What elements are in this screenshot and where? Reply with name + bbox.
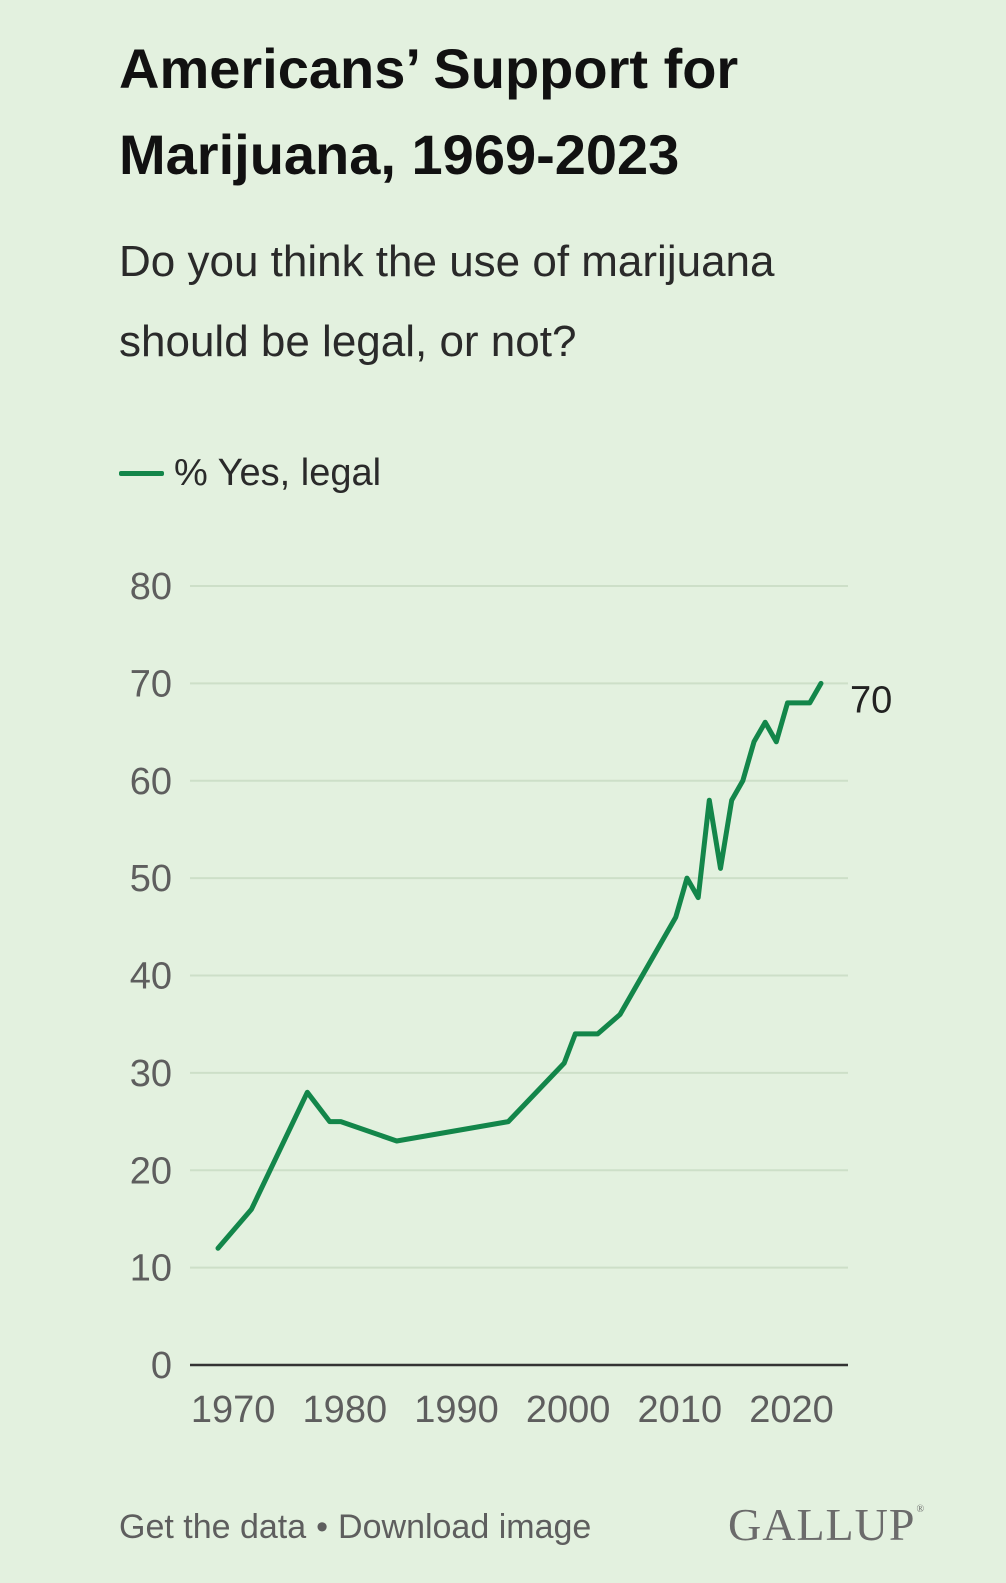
chart-subtitle: Do you think the use of marijuana should… — [119, 222, 879, 382]
x-tick-label-1970: 1970 — [191, 1389, 276, 1431]
y-tick-label-10: 10 — [130, 1248, 172, 1290]
x-tick-label-2010: 2010 — [638, 1389, 723, 1431]
y-tick-label-60: 60 — [130, 761, 172, 803]
x-tick-label-2020: 2020 — [749, 1389, 834, 1431]
data-point — [684, 875, 690, 881]
data-point — [394, 1138, 400, 1144]
data-point — [327, 1119, 333, 1125]
y-tick-label-80: 80 — [130, 566, 172, 608]
legend-label: % Yes, legal — [174, 451, 382, 494]
data-point — [773, 739, 779, 745]
gallup-logo: GALLUP® — [728, 1498, 925, 1551]
data-point — [662, 934, 668, 940]
get-data-link[interactable]: Get the data — [119, 1508, 307, 1546]
chart-legend: % Yes, legal — [119, 448, 381, 498]
y-tick-label-70: 70 — [130, 663, 172, 705]
x-tick-label-1990: 1990 — [414, 1389, 499, 1431]
data-point — [617, 1011, 623, 1017]
data-point — [304, 1089, 310, 1095]
data-point — [718, 865, 724, 871]
data-point — [673, 914, 679, 920]
data-point — [215, 1245, 221, 1251]
footer-links: Get the data • Download image — [119, 1508, 591, 1547]
chart-title-line-1: Americans’ Support for — [119, 37, 739, 100]
y-tick-label-30: 30 — [130, 1053, 172, 1095]
y-tick-label-20: 20 — [130, 1150, 172, 1192]
data-labels: 70 — [850, 679, 892, 721]
data-point — [595, 1031, 601, 1037]
data-point — [796, 700, 802, 706]
data-point — [505, 1119, 511, 1125]
data-point — [807, 700, 813, 706]
y-axis-ticks: 0 10 20 30 40 50 60 70 80 — [130, 566, 172, 1387]
registered-mark: ® — [916, 1504, 926, 1515]
y-tick-label-50: 50 — [130, 858, 172, 900]
data-point — [818, 680, 824, 686]
data-point — [695, 895, 701, 901]
legend-swatch — [119, 470, 164, 476]
data-point — [740, 778, 746, 784]
data-point — [249, 1206, 255, 1212]
data-point — [706, 797, 712, 803]
download-image-link[interactable]: Download image — [338, 1508, 592, 1546]
x-tick-label-2000: 2000 — [526, 1389, 611, 1431]
chart-subtitle-line-1: Do you think the use of marijuana — [119, 237, 775, 286]
data-point — [751, 739, 757, 745]
data-point — [572, 1031, 578, 1037]
chart-title-line-2: Marijuana, 1969-2023 — [119, 123, 680, 186]
chart-title: Americans’ Support for Marijuana, 1969-2… — [119, 26, 919, 198]
y-tick-label-0: 0 — [151, 1345, 172, 1387]
data-point — [338, 1119, 344, 1125]
chart-subtitle-line-2: should be legal, or not? — [119, 317, 577, 366]
footer-separator: • — [316, 1508, 329, 1546]
x-tick-label-1980: 1980 — [303, 1389, 388, 1431]
data-point — [561, 1060, 567, 1066]
end-value-label: 70 — [850, 679, 892, 721]
gridlines — [190, 585, 848, 1269]
y-tick-label-40: 40 — [130, 956, 172, 998]
x-axis-ticks: 1970 1980 1990 2000 2010 2020 — [191, 1389, 834, 1431]
data-point — [762, 719, 768, 725]
series-layer — [215, 680, 824, 1251]
data-point — [729, 797, 735, 803]
data-point — [785, 700, 791, 706]
series-line-0 — [215, 680, 824, 1251]
gallup-logo-text: GALLUP — [728, 1499, 916, 1550]
